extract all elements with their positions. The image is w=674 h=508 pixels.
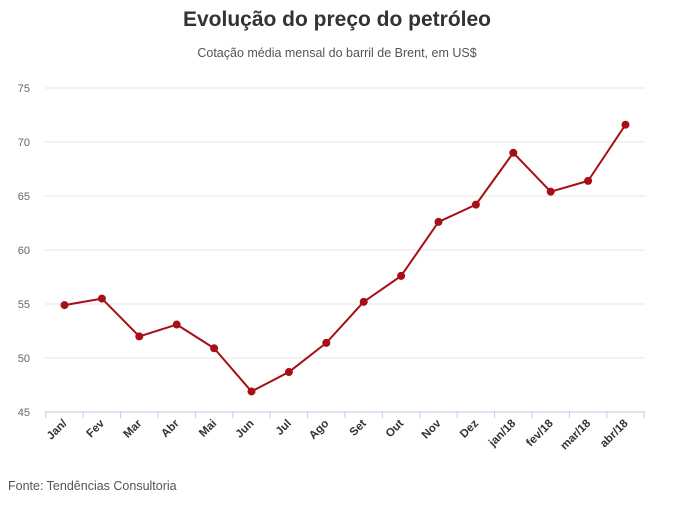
x-tick-label: Mai xyxy=(197,418,219,440)
x-tick-label: fev/18 xyxy=(524,417,556,449)
x-tick-label: abr/18 xyxy=(598,417,631,450)
data-point xyxy=(284,368,293,377)
line-chart: 45 50 55 60 65 70 75 Jan/Fev Mar Abr Mai Jun Jul Ago S… xyxy=(18,83,645,452)
x-tick-label: Fev xyxy=(85,417,108,440)
x-tick-label: Out xyxy=(384,418,407,441)
source-note: Fonte: Tendências Consultoria xyxy=(8,479,177,493)
data-point xyxy=(509,148,518,157)
x-tick-label: Ago xyxy=(307,418,331,442)
chart-title: Evolução do preço do petróleo xyxy=(182,8,492,31)
y-tick-label: 75 xyxy=(18,83,30,95)
data-point xyxy=(434,217,443,226)
data-point xyxy=(359,297,368,306)
y-tick-label: 65 xyxy=(18,191,30,203)
x-tick-label: mar/18 xyxy=(559,417,594,452)
x-tick-label: Jul xyxy=(274,418,294,438)
chart-subtitle: Cotação média mensal do barril de Brent,… xyxy=(197,46,477,60)
y-tick-label: 70 xyxy=(18,137,30,149)
x-tick-label: Set xyxy=(348,418,369,439)
series-line xyxy=(64,124,627,393)
y-tick-label: 50 xyxy=(18,353,30,365)
data-point xyxy=(471,200,480,209)
data-point xyxy=(247,387,256,396)
y-tick-label: 55 xyxy=(18,299,30,311)
x-tick-label: Nov xyxy=(420,417,444,441)
x-tick-label: jan/18 xyxy=(486,417,519,450)
data-point xyxy=(60,301,69,310)
y-tick-label: 60 xyxy=(18,245,30,257)
x-tick-label: Mar xyxy=(121,417,144,440)
x-tick-label: Jun xyxy=(234,418,257,441)
data-point xyxy=(322,338,331,347)
data-point xyxy=(210,344,219,353)
x-tick-label: Dez xyxy=(458,417,481,440)
data-point xyxy=(135,332,144,341)
y-tick-label: 45 xyxy=(18,407,30,419)
data-point xyxy=(621,120,630,129)
data-point xyxy=(546,187,555,196)
x-tick-label: Abr xyxy=(159,417,182,440)
x-tick-label: Jan/ xyxy=(45,417,70,442)
data-point xyxy=(97,294,106,303)
data-point xyxy=(397,271,406,280)
data-point xyxy=(172,320,181,329)
data-point xyxy=(584,176,593,185)
